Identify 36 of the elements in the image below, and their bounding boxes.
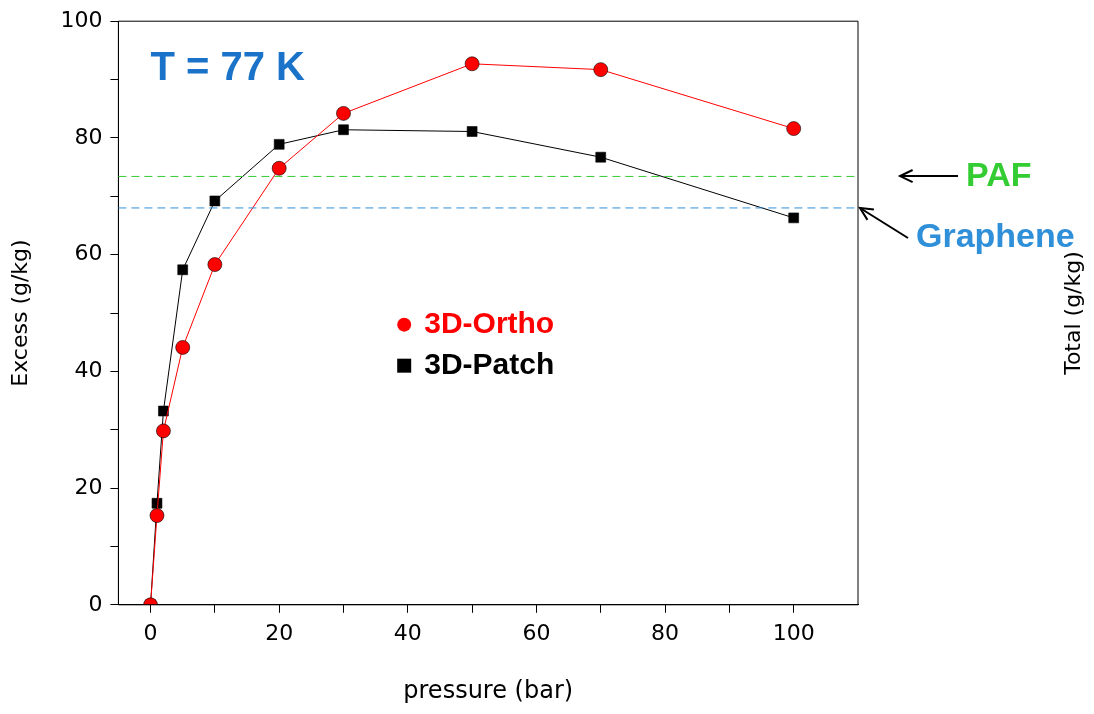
text: Total (g/kg) bbox=[1059, 251, 1085, 376]
y-tick-label: 0 bbox=[88, 590, 103, 616]
point bbox=[156, 423, 171, 439]
point bbox=[149, 508, 165, 523]
point bbox=[788, 212, 799, 224]
x-tick-label: 80 bbox=[651, 619, 680, 645]
point bbox=[338, 124, 349, 135]
x-tick-label: 0 bbox=[143, 619, 158, 645]
y-tick-label: 80 bbox=[74, 123, 103, 149]
y-tick-label: 60 bbox=[74, 240, 103, 266]
point bbox=[209, 195, 221, 207]
x-tick-label: 60 bbox=[522, 619, 551, 645]
point bbox=[175, 340, 191, 355]
x-tick-label: 100 bbox=[772, 619, 815, 645]
point bbox=[593, 62, 609, 77]
y-tick-label: 40 bbox=[74, 357, 103, 383]
point bbox=[271, 160, 287, 176]
point bbox=[177, 264, 188, 276]
legend-label: 3D-Patch bbox=[424, 346, 555, 380]
point bbox=[158, 405, 169, 417]
y-tick-label: 20 bbox=[74, 473, 103, 499]
point bbox=[786, 121, 801, 136]
point bbox=[273, 139, 285, 150]
point bbox=[464, 56, 480, 72]
annotation: T = 77 K bbox=[150, 44, 306, 89]
y-axis-title: Excess (g/kg) bbox=[6, 239, 32, 387]
legend-label: 3D-Ortho bbox=[424, 305, 555, 339]
point bbox=[595, 151, 606, 163]
ref-line-label: PAF bbox=[966, 154, 1032, 193]
x-axis-title: pressure (bar) bbox=[403, 675, 574, 704]
point bbox=[207, 257, 223, 272]
point bbox=[336, 106, 351, 121]
x-tick-label: 40 bbox=[393, 619, 422, 645]
y-tick-label: 100 bbox=[60, 6, 103, 32]
point bbox=[466, 126, 478, 137]
x-tick-label: 20 bbox=[265, 619, 294, 645]
